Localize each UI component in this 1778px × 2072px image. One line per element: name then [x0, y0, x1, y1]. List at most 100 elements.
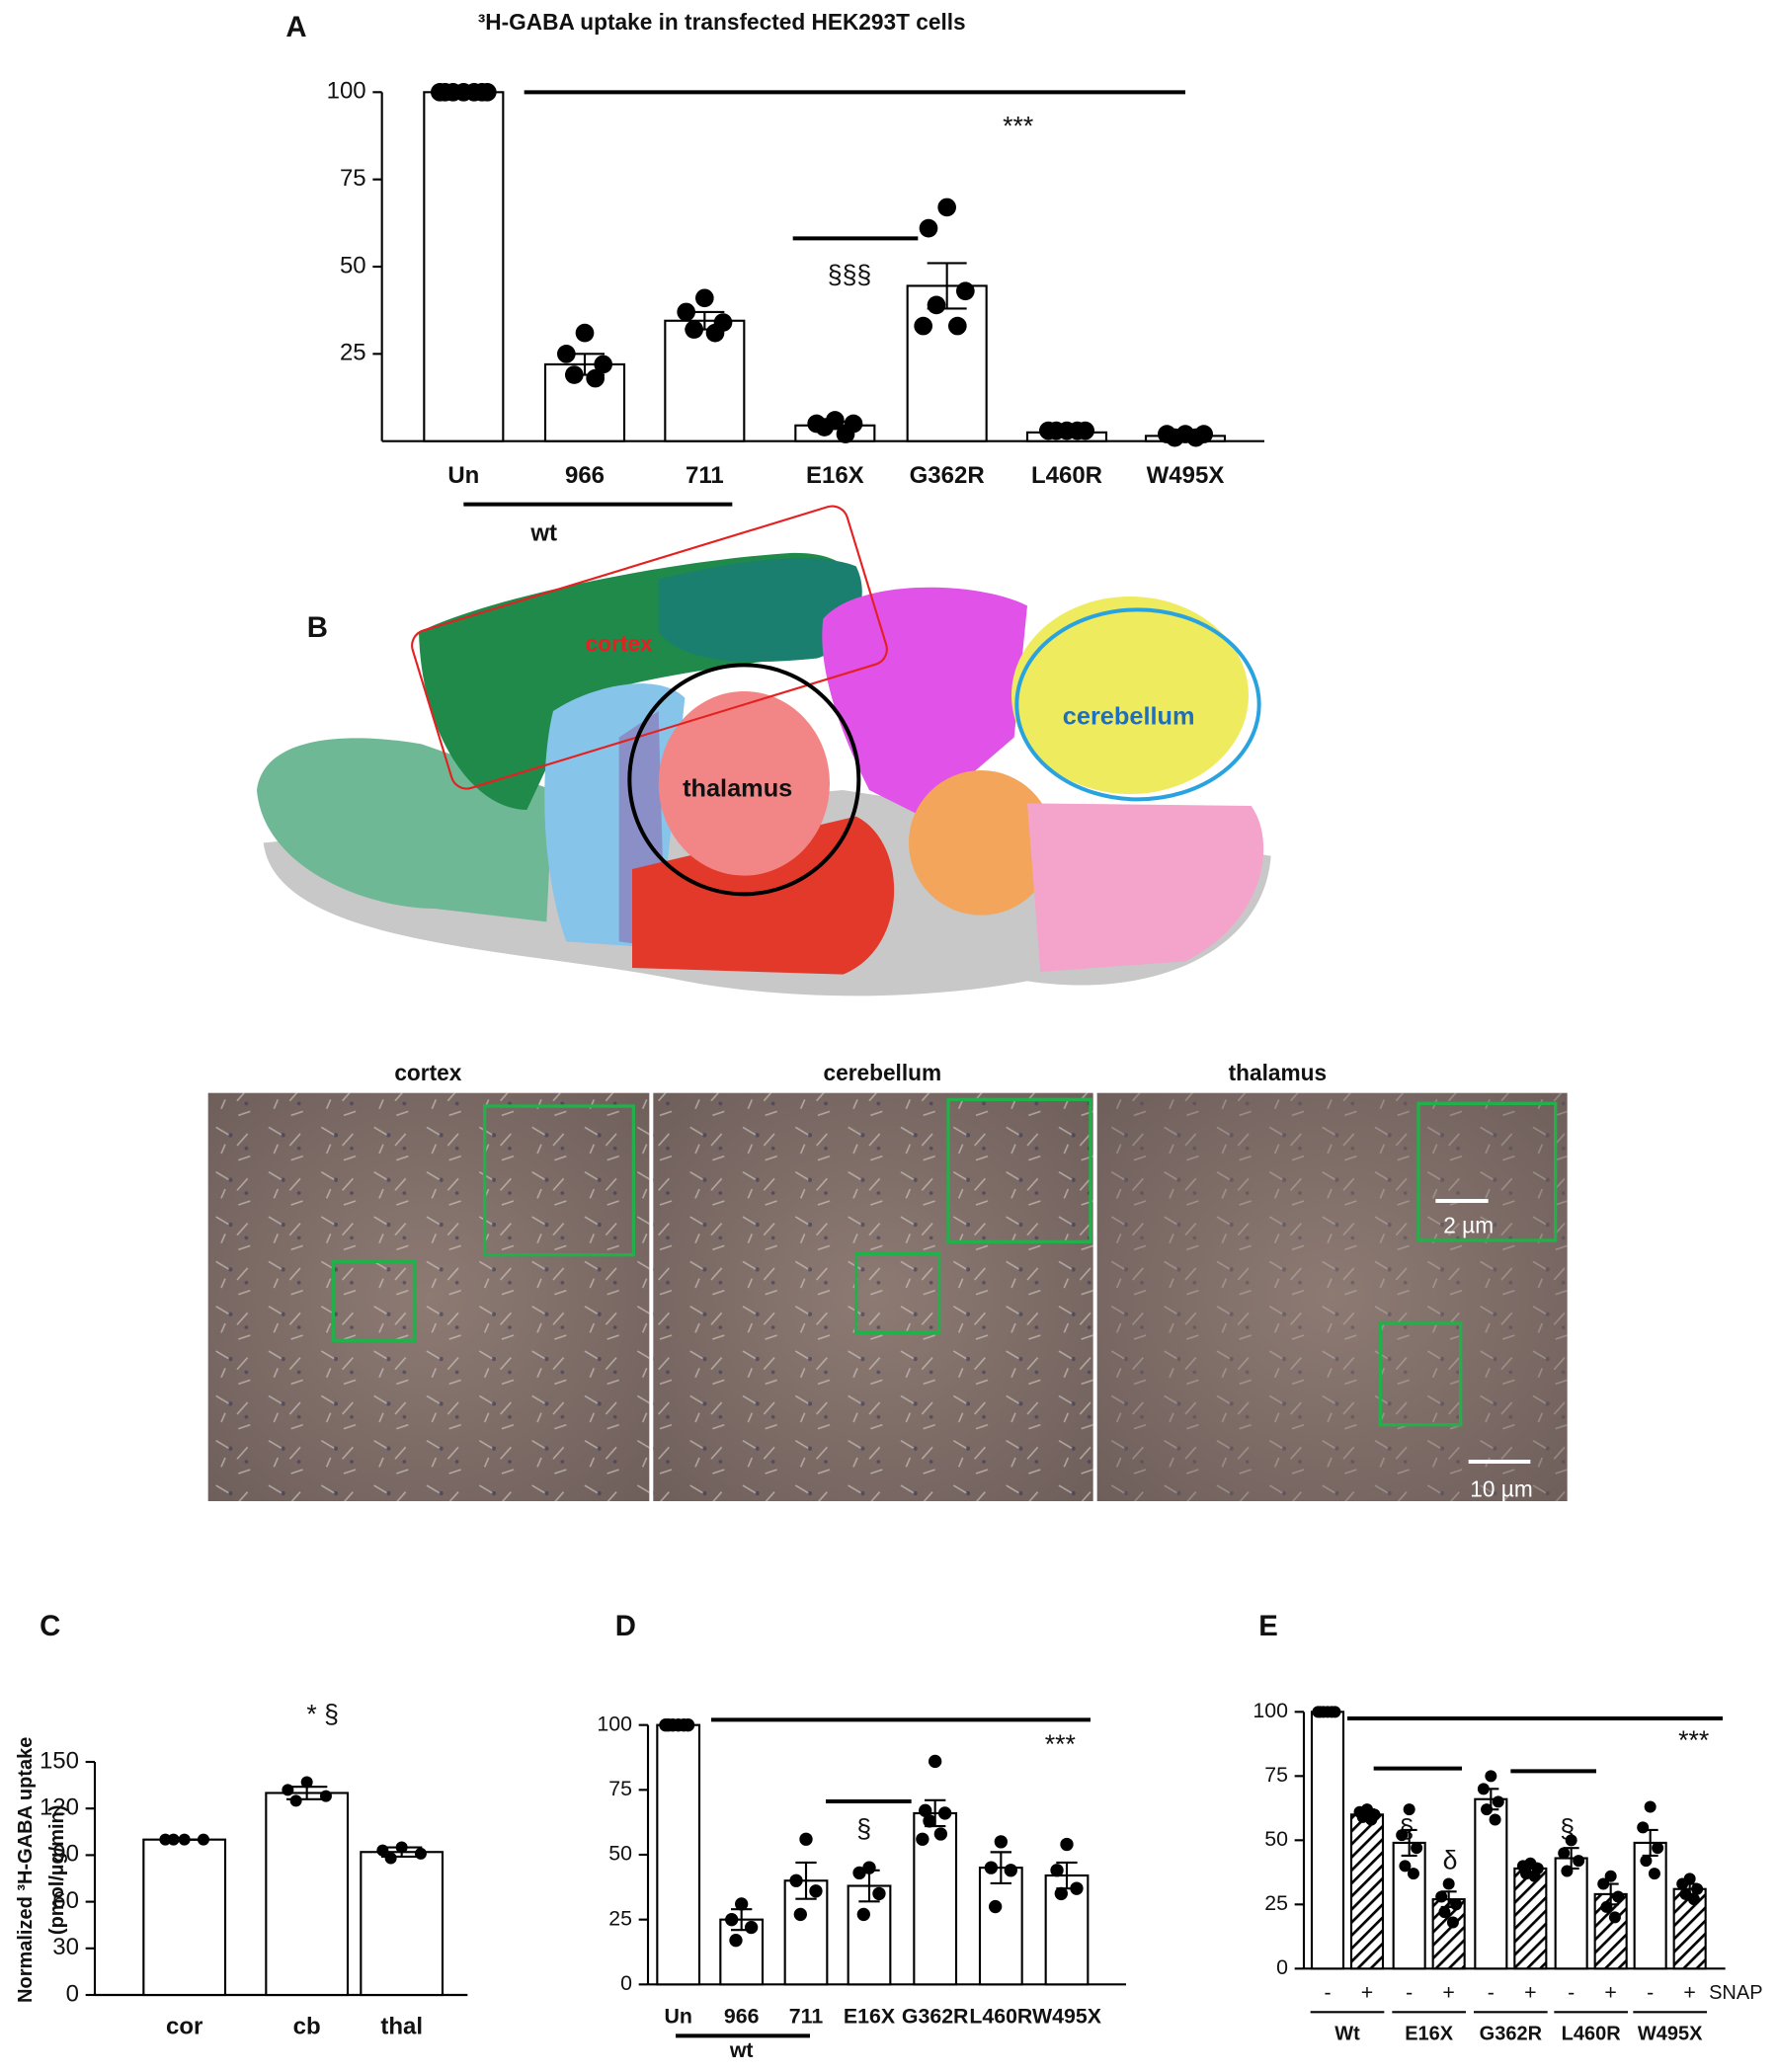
zoom-box	[854, 1251, 941, 1334]
data-point	[1060, 1837, 1074, 1852]
inset-box	[946, 1097, 1092, 1243]
cortex-region-dorsal	[658, 558, 862, 663]
data-point	[1561, 1865, 1574, 1877]
bar	[142, 1838, 227, 1997]
data-point	[319, 1790, 332, 1802]
data-point	[725, 1913, 739, 1927]
data-point	[677, 1718, 691, 1732]
data-point	[929, 1754, 942, 1769]
series-tick-label: -	[1324, 1980, 1331, 2004]
x-tick-label: L460R	[1031, 462, 1102, 489]
series-tick-label: -	[1647, 1980, 1654, 2004]
photo-texture	[653, 1092, 1093, 1501]
data-point	[1326, 1706, 1338, 1718]
data-point	[1365, 1813, 1378, 1826]
data-point	[685, 320, 703, 339]
data-point	[937, 1806, 952, 1820]
panel-label: C	[40, 1610, 60, 1642]
x-tick-label: E16X	[1405, 2023, 1454, 2044]
data-point	[677, 302, 695, 322]
annotation: ***	[1678, 1725, 1709, 1755]
data-point	[984, 1861, 999, 1874]
thalamus-region	[658, 691, 830, 876]
data-point	[586, 368, 605, 388]
data-point	[1608, 1911, 1621, 1924]
panel-label: E	[1258, 1610, 1278, 1642]
data-point	[1054, 1886, 1068, 1901]
data-point	[872, 1886, 886, 1901]
data-point	[836, 425, 855, 443]
bar	[1310, 1711, 1345, 1970]
data-point	[1047, 421, 1066, 440]
data-point	[659, 1718, 673, 1732]
data-point	[744, 1920, 759, 1935]
y-tick-label: 50	[1264, 1827, 1288, 1851]
y-tick-label: 75	[1264, 1763, 1288, 1787]
data-point	[994, 1835, 1008, 1849]
group-label: wt	[529, 520, 557, 547]
data-point	[1528, 1870, 1541, 1882]
y-tick-label: 150	[40, 1747, 79, 1774]
y-tick-label: 90	[52, 1841, 79, 1868]
data-point	[1652, 1842, 1664, 1855]
chart-title: ³H-GABA uptake in transfected HEK293T ce…	[478, 9, 966, 35]
x-tick-label: 711	[686, 462, 724, 489]
data-point	[1485, 1770, 1497, 1783]
annotation: * §	[306, 1699, 339, 1728]
scale-label: 2 µm	[1443, 1213, 1494, 1238]
zoom-box	[331, 1259, 417, 1342]
data-point	[1565, 1834, 1577, 1847]
x-tick-label: W495X	[1032, 2004, 1102, 2028]
annotation: ***	[1003, 111, 1033, 140]
data-point	[1166, 428, 1184, 447]
data-point	[852, 1866, 866, 1880]
photo-title: cerebellum	[824, 1060, 942, 1085]
data-point	[395, 1841, 408, 1854]
data-point	[1186, 428, 1205, 447]
data-point	[735, 1897, 749, 1911]
data-point	[856, 1907, 870, 1922]
y-tick-label: 0	[66, 1980, 79, 2007]
bar	[656, 1723, 701, 1986]
bar	[906, 284, 988, 442]
y-tick-label: 50	[340, 252, 366, 279]
data-point	[444, 83, 462, 102]
bar	[1349, 1813, 1385, 1970]
series-tick-label: -	[1568, 1980, 1575, 2004]
data-point	[956, 281, 975, 301]
data-point	[919, 218, 938, 238]
x-tick-label: 711	[789, 2004, 824, 2028]
data-point	[919, 1803, 932, 1818]
data-point	[1481, 1803, 1494, 1816]
annotation: §§§	[828, 260, 871, 289]
x-tick-label: W495X	[1147, 462, 1225, 489]
data-point	[282, 1784, 294, 1796]
data-point	[575, 323, 595, 343]
bar	[265, 1792, 350, 1997]
x-tick-label: 966	[724, 2004, 760, 2028]
data-point	[1399, 1860, 1412, 1873]
data-point	[1597, 1877, 1610, 1890]
data-point	[862, 1861, 876, 1874]
x-tick-label: Wt	[1334, 2023, 1360, 2044]
data-point	[799, 1832, 813, 1846]
pons-region	[909, 770, 1054, 916]
y-tick-label: 100	[327, 78, 366, 105]
thalamus-outline	[627, 663, 861, 897]
data-point	[431, 83, 449, 102]
data-point	[178, 1833, 191, 1846]
data-point	[923, 1814, 936, 1828]
group-label: wt	[729, 2038, 754, 2062]
y-tick-label: 50	[608, 1842, 632, 1866]
data-point	[1612, 1890, 1625, 1903]
annotation: δ	[1443, 1845, 1458, 1874]
x-tick-label: L460R	[1562, 2023, 1622, 2044]
y-tick-label: 100	[597, 1712, 632, 1735]
data-point	[1640, 1855, 1653, 1868]
micrographs: 2 µm 10 µm cortex cerebellum thalamus	[207, 1060, 1568, 1501]
data-point	[159, 1833, 172, 1846]
inset-box	[1416, 1101, 1558, 1242]
scale-label: 10 µm	[1470, 1475, 1532, 1501]
series-tick-label: +	[1604, 1980, 1616, 2004]
data-point	[1676, 1877, 1689, 1890]
